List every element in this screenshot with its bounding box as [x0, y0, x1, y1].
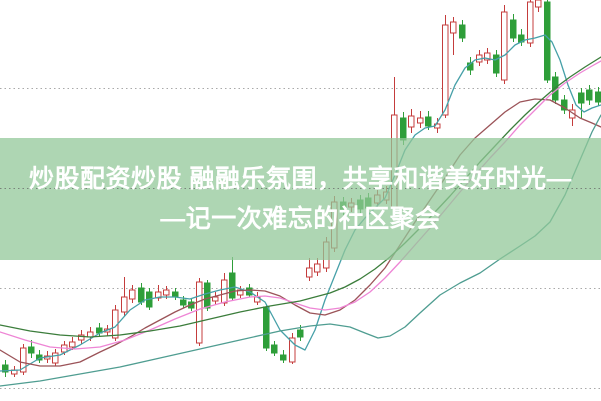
banner-title-line1: 炒股配资炒股 融融乐氛围，共享和谐美好时光—: [29, 164, 572, 193]
title-banner: 炒股配资炒股 融融乐氛围，共享和谐美好时光— —记一次难忘的社区聚会: [0, 138, 601, 260]
banner-title-line2: —记一次难忘的社区聚会: [160, 204, 441, 233]
